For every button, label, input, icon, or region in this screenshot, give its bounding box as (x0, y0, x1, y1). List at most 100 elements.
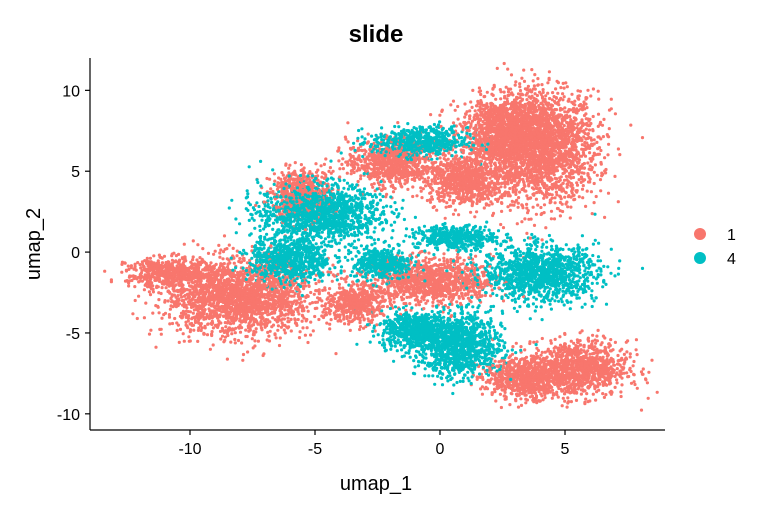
data-point (561, 171, 565, 176)
data-point (535, 186, 539, 191)
data-point (196, 243, 200, 247)
data-point (603, 156, 607, 160)
data-point (615, 367, 619, 371)
data-point (633, 382, 637, 387)
data-point (220, 334, 225, 338)
data-point (405, 295, 409, 299)
data-point (184, 309, 188, 313)
data-point (518, 85, 522, 89)
data-point (160, 316, 164, 320)
data-point (359, 174, 363, 178)
data-point (532, 96, 536, 100)
data-point (149, 328, 153, 332)
data-point (599, 162, 603, 166)
data-point (562, 86, 566, 90)
data-point (217, 243, 221, 247)
data-point (585, 189, 589, 193)
data-point (205, 333, 210, 337)
data-point (553, 345, 558, 349)
data-point (493, 359, 497, 363)
data-point (246, 350, 250, 354)
data-point (449, 315, 453, 319)
data-point (607, 342, 611, 346)
data-point (516, 205, 520, 209)
data-point (356, 163, 360, 167)
data-point (451, 99, 456, 103)
data-point (594, 341, 598, 345)
data-point (519, 345, 523, 349)
data-point (490, 391, 494, 395)
data-point (480, 110, 484, 115)
data-point (635, 386, 639, 390)
data-point (168, 322, 172, 326)
data-point (519, 403, 524, 407)
data-point (586, 180, 591, 184)
data-point (533, 92, 537, 96)
data-point (546, 81, 550, 85)
data-point (553, 196, 557, 200)
data-point (142, 288, 146, 292)
data-point (211, 326, 215, 330)
data-point (203, 324, 207, 328)
data-point (566, 162, 570, 166)
data-point (565, 405, 569, 409)
data-point (512, 203, 516, 207)
data-point (613, 174, 617, 178)
data-point (586, 349, 590, 353)
data-point (282, 328, 286, 332)
data-point (565, 110, 570, 114)
data-point (241, 358, 245, 362)
data-point (607, 127, 611, 131)
data-point (603, 336, 607, 340)
data-point (586, 88, 590, 92)
data-point (613, 112, 618, 116)
data-point (508, 208, 512, 212)
data-point (182, 242, 186, 246)
data-point (519, 397, 523, 401)
data-point (425, 198, 429, 203)
data-point (585, 392, 589, 396)
data-point (588, 352, 592, 356)
data-point (565, 85, 569, 89)
data-point (181, 309, 185, 313)
data-point (283, 308, 287, 312)
data-point (613, 340, 618, 344)
data-point (159, 332, 163, 336)
data-point (580, 187, 585, 191)
data-point (303, 299, 307, 303)
data-point (556, 81, 561, 85)
data-point (627, 374, 631, 379)
data-point (259, 326, 263, 330)
data-point (576, 151, 580, 155)
data-point (297, 336, 302, 340)
data-point (289, 329, 293, 333)
data-point (180, 295, 184, 299)
data-point (206, 251, 211, 255)
data-point (592, 170, 596, 174)
data-point (581, 196, 585, 200)
data-point (456, 117, 460, 121)
data-point (244, 328, 248, 332)
data-point (506, 205, 510, 209)
data-point (527, 217, 531, 221)
data-point (312, 292, 316, 296)
data-point (231, 246, 235, 250)
data-point (341, 167, 345, 171)
data-point (348, 152, 352, 157)
data-point (449, 257, 453, 262)
data-point (187, 281, 191, 285)
data-point (137, 294, 141, 298)
data-point (574, 398, 579, 402)
data-point (532, 223, 537, 227)
data-point (345, 171, 349, 175)
data-point (562, 95, 566, 99)
data-point (252, 333, 256, 337)
data-point (628, 355, 632, 359)
data-point (606, 370, 610, 374)
data-point (314, 281, 318, 286)
data-point (209, 261, 213, 265)
data-point (524, 389, 528, 393)
data-point (540, 177, 544, 181)
data-point (566, 183, 570, 187)
